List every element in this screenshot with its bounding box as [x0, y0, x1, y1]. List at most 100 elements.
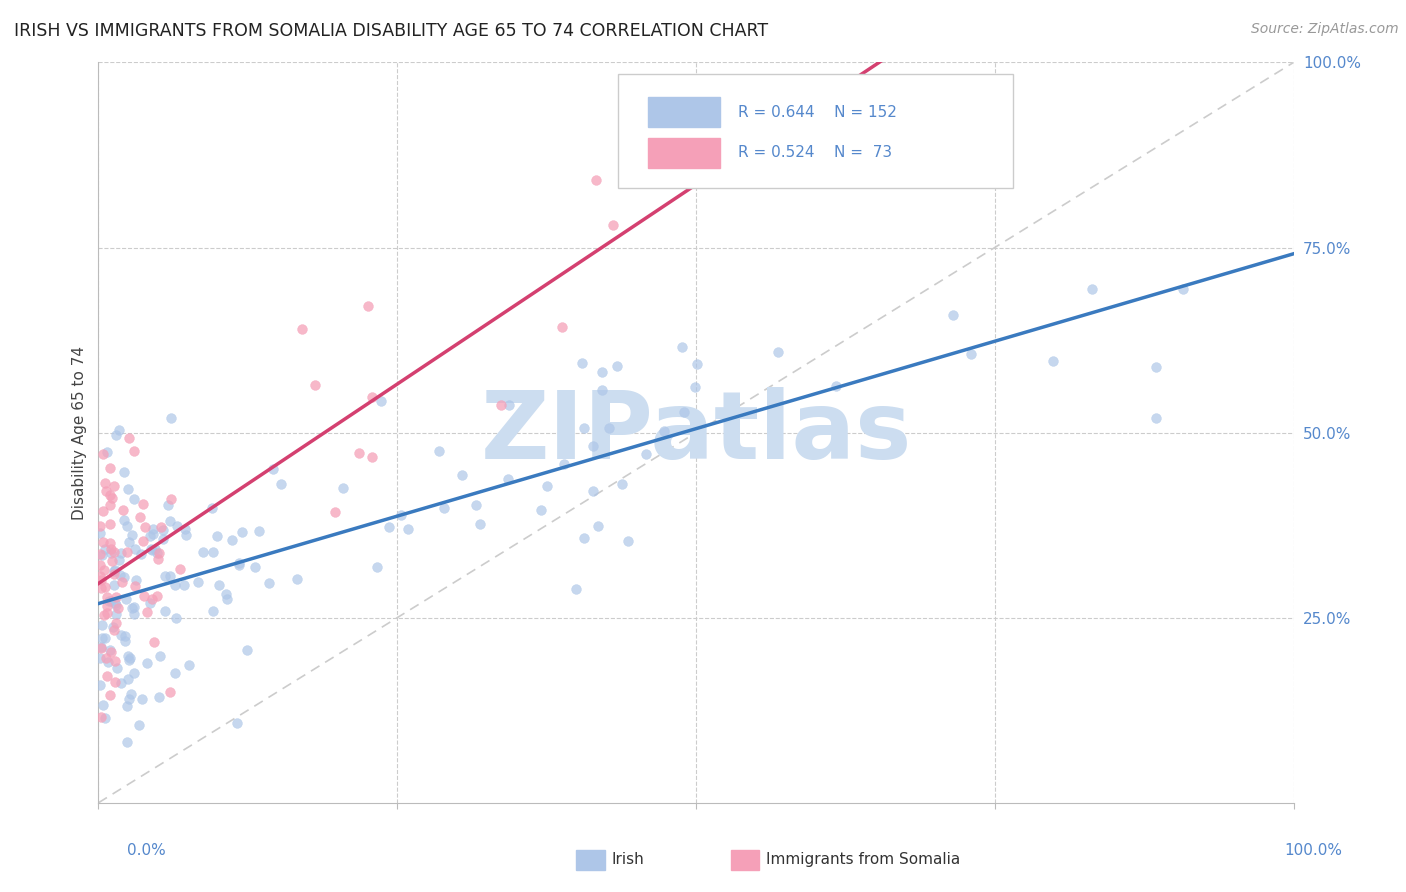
- Point: [366, 560, 388, 574]
- Point: [356, 299, 378, 313]
- Point: [157, 499, 180, 513]
- Point: [105, 661, 128, 675]
- Point: [165, 578, 187, 592]
- Point: [90, 573, 112, 587]
- Point: [98, 488, 121, 502]
- Point: [131, 547, 153, 561]
- Point: [672, 405, 695, 419]
- Point: [122, 443, 145, 458]
- Point: [208, 578, 231, 592]
- Point: [134, 520, 156, 534]
- Point: [177, 657, 200, 672]
- Point: [396, 522, 419, 536]
- Point: [551, 320, 574, 334]
- Point: [100, 594, 122, 608]
- Point: [427, 444, 450, 458]
- Point: [117, 653, 139, 667]
- Point: [465, 498, 488, 512]
- Point: [90, 582, 112, 596]
- Point: [112, 513, 135, 527]
- Point: [118, 535, 141, 549]
- Point: [166, 518, 188, 533]
- Point: [291, 322, 314, 336]
- Point: [131, 691, 153, 706]
- Point: [90, 640, 112, 654]
- Point: [582, 484, 605, 499]
- Point: [139, 528, 162, 542]
- Point: [571, 356, 593, 370]
- Point: [159, 514, 181, 528]
- Point: [529, 503, 551, 517]
- Point: [323, 505, 346, 519]
- Point: [132, 590, 155, 604]
- Text: Irish: Irish: [612, 853, 644, 867]
- Point: [142, 526, 165, 541]
- Point: [100, 546, 122, 560]
- Point: [149, 519, 172, 533]
- Point: [122, 666, 145, 681]
- Point: [146, 546, 169, 560]
- Point: [103, 545, 125, 559]
- Point: [148, 552, 170, 566]
- Point: [89, 678, 111, 692]
- Point: [148, 545, 170, 559]
- Text: R = 0.524    N =  73: R = 0.524 N = 73: [738, 145, 891, 161]
- Point: [96, 669, 118, 683]
- Text: Immigrants from Somalia: Immigrants from Somalia: [766, 853, 960, 867]
- Point: [91, 504, 114, 518]
- Point: [231, 524, 253, 539]
- Point: [671, 340, 693, 354]
- Point: [378, 520, 401, 534]
- Point: [304, 378, 326, 392]
- FancyBboxPatch shape: [619, 73, 1012, 188]
- Point: [90, 641, 112, 656]
- Point: [91, 631, 114, 645]
- Point: [94, 542, 117, 557]
- Point: [159, 410, 181, 425]
- Point: [104, 596, 127, 610]
- Point: [112, 570, 135, 584]
- Point: [824, 378, 846, 392]
- Point: [370, 393, 392, 408]
- Point: [169, 562, 191, 576]
- Point: [942, 308, 965, 322]
- Point: [165, 611, 187, 625]
- Point: [121, 528, 143, 542]
- Point: [103, 478, 125, 492]
- Point: [108, 567, 131, 582]
- Point: [145, 589, 167, 603]
- Point: [163, 665, 186, 680]
- Point: [586, 518, 609, 533]
- Y-axis label: Disability Age 65 to 74: Disability Age 65 to 74: [72, 345, 87, 520]
- Point: [110, 546, 132, 560]
- Point: [105, 598, 128, 612]
- Point: [89, 547, 111, 561]
- Point: [142, 522, 165, 536]
- Point: [187, 575, 209, 590]
- Point: [89, 651, 111, 665]
- Point: [285, 572, 308, 586]
- Point: [89, 558, 111, 572]
- Point: [96, 483, 118, 498]
- Point: [122, 607, 145, 621]
- Point: [94, 475, 117, 490]
- Point: [132, 534, 155, 549]
- Point: [1144, 360, 1167, 375]
- Point: [152, 532, 174, 546]
- Point: [259, 575, 281, 590]
- Point: [591, 365, 613, 379]
- Point: [103, 564, 125, 578]
- Point: [110, 628, 132, 642]
- Point: [100, 645, 122, 659]
- Point: [176, 528, 198, 542]
- Point: [107, 600, 129, 615]
- Point: [226, 716, 249, 731]
- Point: [104, 654, 127, 668]
- Point: [125, 573, 148, 587]
- Point: [1171, 282, 1194, 296]
- Point: [191, 545, 214, 559]
- Point: [118, 431, 141, 445]
- Point: [141, 592, 163, 607]
- Point: [89, 568, 111, 582]
- Point: [101, 491, 124, 505]
